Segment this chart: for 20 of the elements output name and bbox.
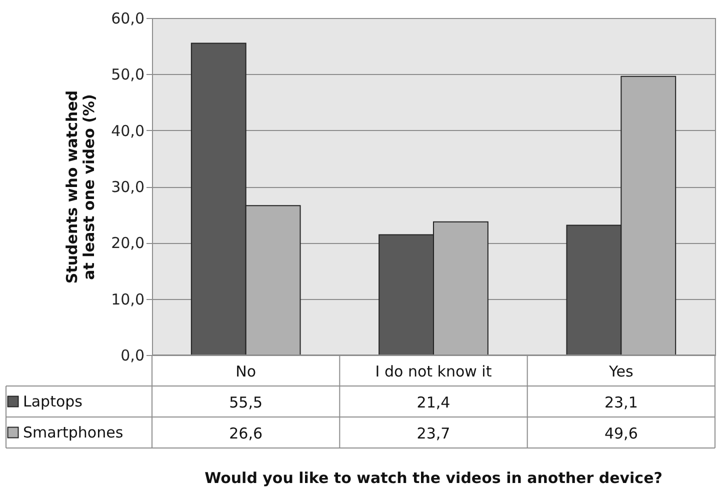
legend-label: Laptops <box>23 392 83 410</box>
y-tick-label: 40,0 <box>111 122 144 140</box>
y-tick-label: 20,0 <box>111 234 144 252</box>
x-tick-label: I do not know it <box>375 362 492 380</box>
legend-label: Smartphones <box>23 424 124 442</box>
data-label: 23,1 <box>604 394 638 412</box>
data-label: 49,6 <box>604 424 638 442</box>
data-label: 55,5 <box>229 394 263 412</box>
data-label: 23,7 <box>416 424 450 442</box>
y-tick-label: 60,0 <box>111 10 144 28</box>
y-tick-label: 10,0 <box>111 290 144 308</box>
y-tick-label: 50,0 <box>111 66 144 84</box>
data-label: 21,4 <box>416 394 450 412</box>
y-tick-label: 30,0 <box>111 178 144 196</box>
y-axis-title: Students who watched at least one video (%) <box>63 90 98 284</box>
text: Would you like to watch the videos in another device? <box>204 469 662 487</box>
x-tick-label: Yes <box>608 362 634 380</box>
x-tick-label: No <box>236 362 256 380</box>
data-label: 26,6 <box>229 424 263 442</box>
y-tick-label: 0,0 <box>120 346 144 364</box>
